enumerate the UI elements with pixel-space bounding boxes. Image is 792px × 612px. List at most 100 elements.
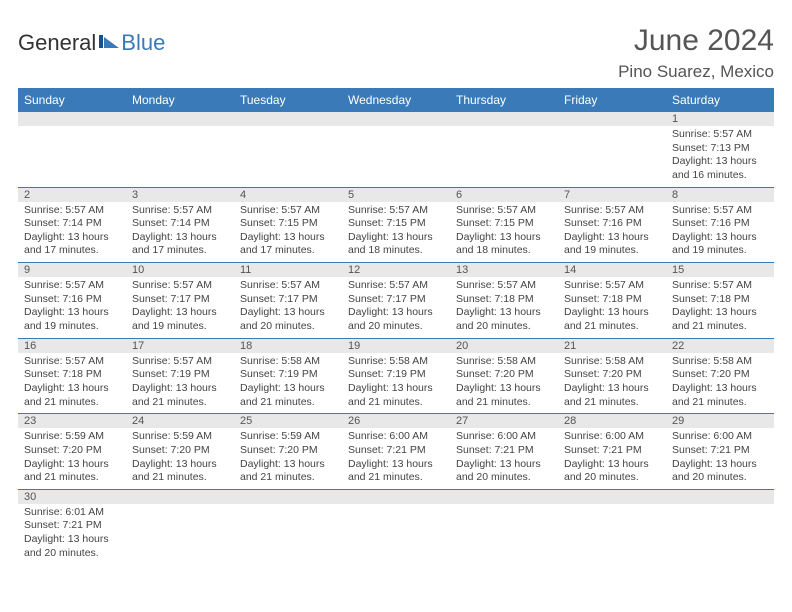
content-row: Sunrise: 5:57 AMSunset: 7:18 PMDaylight:… — [18, 353, 774, 414]
day-cell: Sunrise: 5:57 AMSunset: 7:15 PMDaylight:… — [450, 202, 558, 263]
sunrise-line: Sunrise: 5:57 AM — [132, 204, 228, 218]
day-cell: Sunrise: 5:57 AMSunset: 7:18 PMDaylight:… — [666, 277, 774, 338]
daylight-line-2: and 20 minutes. — [24, 547, 120, 561]
daylight-line: Daylight: 13 hours — [132, 306, 228, 320]
sunset-line: Sunset: 7:16 PM — [672, 217, 768, 231]
day-cell: Sunrise: 5:57 AMSunset: 7:19 PMDaylight:… — [126, 353, 234, 414]
day-number: 15 — [666, 263, 774, 278]
daylight-line: Daylight: 13 hours — [672, 155, 768, 169]
day-number: 22 — [666, 338, 774, 353]
day-cell: Sunrise: 5:57 AMSunset: 7:18 PMDaylight:… — [558, 277, 666, 338]
daylight-line: Daylight: 13 hours — [132, 458, 228, 472]
day-cell: Sunrise: 5:57 AMSunset: 7:15 PMDaylight:… — [234, 202, 342, 263]
day-number — [234, 112, 342, 126]
day-cell — [234, 504, 342, 565]
day-header: Tuesday — [234, 88, 342, 112]
day-cell: Sunrise: 6:01 AMSunset: 7:21 PMDaylight:… — [18, 504, 126, 565]
day-cell: Sunrise: 5:57 AMSunset: 7:18 PMDaylight:… — [18, 353, 126, 414]
daynum-row: 23242526272829 — [18, 414, 774, 429]
daylight-line: Daylight: 13 hours — [348, 382, 444, 396]
day-number — [450, 112, 558, 126]
sunset-line: Sunset: 7:21 PM — [456, 444, 552, 458]
sunset-line: Sunset: 7:18 PM — [672, 293, 768, 307]
day-cell: Sunrise: 5:57 AMSunset: 7:17 PMDaylight:… — [342, 277, 450, 338]
day-number: 30 — [18, 489, 126, 504]
daynum-row: 2345678 — [18, 187, 774, 202]
daylight-line-2: and 20 minutes. — [240, 320, 336, 334]
day-number: 14 — [558, 263, 666, 278]
day-number — [342, 112, 450, 126]
daylight-line-2: and 21 minutes. — [672, 396, 768, 410]
day-number: 28 — [558, 414, 666, 429]
daylight-line-2: and 21 minutes. — [456, 396, 552, 410]
day-cell — [126, 504, 234, 565]
sunrise-line: Sunrise: 5:57 AM — [24, 204, 120, 218]
sunset-line: Sunset: 7:17 PM — [348, 293, 444, 307]
day-number: 26 — [342, 414, 450, 429]
daylight-line-2: and 21 minutes. — [132, 396, 228, 410]
sunset-line: Sunset: 7:15 PM — [348, 217, 444, 231]
daylight-line-2: and 19 minutes. — [672, 244, 768, 258]
day-number: 7 — [558, 187, 666, 202]
day-cell — [558, 504, 666, 565]
daynum-row: 30 — [18, 489, 774, 504]
day-cell — [342, 504, 450, 565]
sunrise-line: Sunrise: 5:58 AM — [456, 355, 552, 369]
sunrise-line: Sunrise: 5:58 AM — [348, 355, 444, 369]
sunrise-line: Sunrise: 5:57 AM — [132, 279, 228, 293]
day-number: 13 — [450, 263, 558, 278]
sunrise-line: Sunrise: 5:57 AM — [456, 279, 552, 293]
day-header: Thursday — [450, 88, 558, 112]
daylight-line-2: and 19 minutes. — [564, 244, 660, 258]
day-number: 12 — [342, 263, 450, 278]
sunset-line: Sunset: 7:14 PM — [24, 217, 120, 231]
logo-text-blue: Blue — [121, 30, 165, 56]
sunrise-line: Sunrise: 5:57 AM — [672, 128, 768, 142]
daylight-line: Daylight: 13 hours — [456, 306, 552, 320]
day-cell: Sunrise: 6:00 AMSunset: 7:21 PMDaylight:… — [558, 428, 666, 489]
daylight-line-2: and 21 minutes. — [240, 471, 336, 485]
sunset-line: Sunset: 7:21 PM — [672, 444, 768, 458]
day-cell — [666, 504, 774, 565]
daylight-line-2: and 18 minutes. — [348, 244, 444, 258]
day-cell: Sunrise: 5:57 AMSunset: 7:16 PMDaylight:… — [666, 202, 774, 263]
day-cell — [450, 504, 558, 565]
daylight-line: Daylight: 13 hours — [348, 306, 444, 320]
day-number: 25 — [234, 414, 342, 429]
day-cell: Sunrise: 5:57 AMSunset: 7:15 PMDaylight:… — [342, 202, 450, 263]
sunset-line: Sunset: 7:13 PM — [672, 142, 768, 156]
day-cell: Sunrise: 5:57 AMSunset: 7:16 PMDaylight:… — [558, 202, 666, 263]
daylight-line: Daylight: 13 hours — [564, 231, 660, 245]
day-cell: Sunrise: 5:57 AMSunset: 7:17 PMDaylight:… — [126, 277, 234, 338]
day-cell — [558, 126, 666, 187]
daylight-line-2: and 19 minutes. — [24, 320, 120, 334]
daylight-line: Daylight: 13 hours — [24, 306, 120, 320]
sunset-line: Sunset: 7:21 PM — [348, 444, 444, 458]
day-header: Sunday — [18, 88, 126, 112]
day-cell: Sunrise: 5:58 AMSunset: 7:19 PMDaylight:… — [234, 353, 342, 414]
sunset-line: Sunset: 7:20 PM — [240, 444, 336, 458]
daylight-line-2: and 20 minutes. — [348, 320, 444, 334]
day-cell: Sunrise: 5:57 AMSunset: 7:14 PMDaylight:… — [18, 202, 126, 263]
daylight-line: Daylight: 13 hours — [132, 231, 228, 245]
brand-logo: General Blue — [18, 30, 165, 56]
daylight-line-2: and 18 minutes. — [456, 244, 552, 258]
daynum-row: 1 — [18, 112, 774, 126]
day-cell — [342, 126, 450, 187]
sunrise-line: Sunrise: 5:57 AM — [564, 279, 660, 293]
day-number — [126, 112, 234, 126]
day-header: Monday — [126, 88, 234, 112]
sunrise-line: Sunrise: 5:57 AM — [672, 204, 768, 218]
sunset-line: Sunset: 7:18 PM — [456, 293, 552, 307]
sunrise-line: Sunrise: 6:00 AM — [564, 430, 660, 444]
daylight-line-2: and 21 minutes. — [348, 396, 444, 410]
sunset-line: Sunset: 7:15 PM — [456, 217, 552, 231]
sunset-line: Sunset: 7:21 PM — [564, 444, 660, 458]
day-cell: Sunrise: 5:58 AMSunset: 7:20 PMDaylight:… — [558, 353, 666, 414]
day-header: Wednesday — [342, 88, 450, 112]
daylight-line: Daylight: 13 hours — [672, 382, 768, 396]
daylight-line: Daylight: 13 hours — [564, 458, 660, 472]
daylight-line-2: and 17 minutes. — [132, 244, 228, 258]
daylight-line: Daylight: 13 hours — [24, 458, 120, 472]
day-number: 2 — [18, 187, 126, 202]
